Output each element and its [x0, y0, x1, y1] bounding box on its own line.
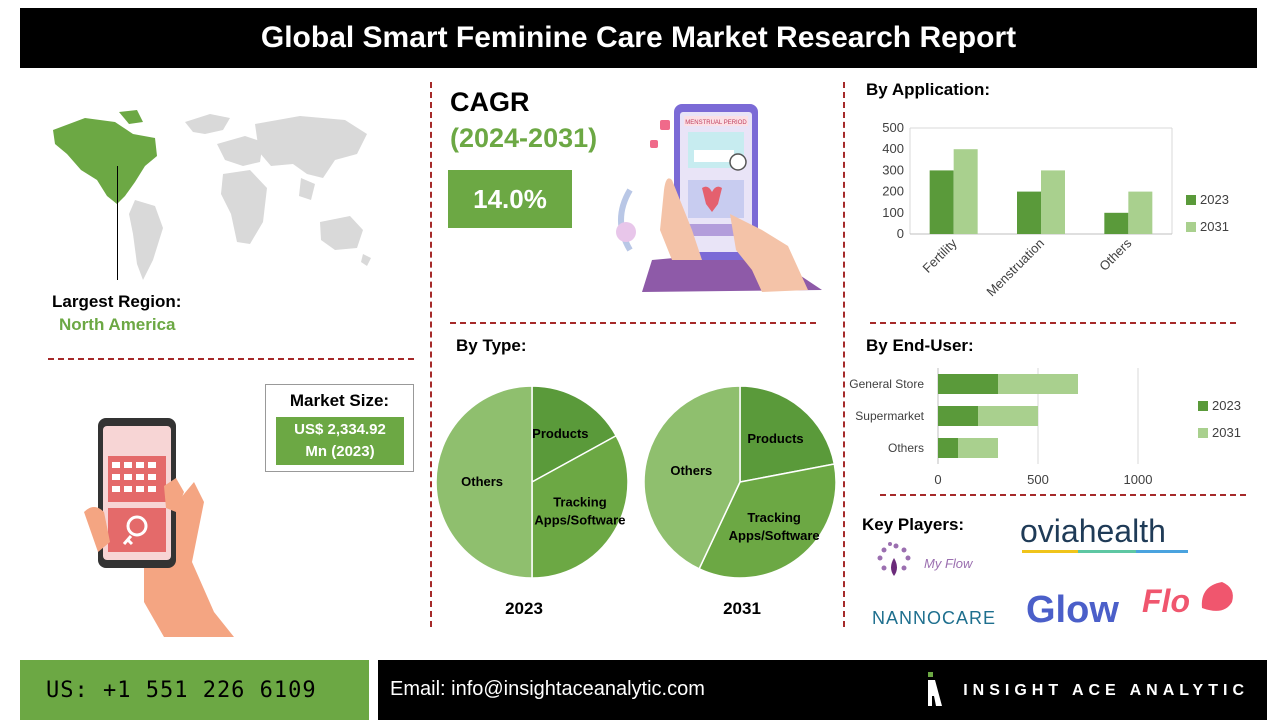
pie-slice-products — [531, 385, 618, 484]
market-size-value: US$ 2,334.92 Mn (2023) — [276, 417, 404, 465]
legend-label: 2031 — [1200, 219, 1229, 234]
by-type-charts: Products Tracking Apps/Software Others 2023 P… — [435, 385, 837, 618]
y-tick-label: Supermarket — [855, 409, 924, 423]
oviahealth-logo-text: oviahealth — [1020, 513, 1166, 549]
x-tick-label: 1000 — [1124, 472, 1153, 487]
x-tick-label: Fertility — [920, 235, 961, 276]
y-tick-label: Others — [888, 441, 924, 455]
key-players-title: Key Players: — [862, 515, 965, 534]
cagr-value: 14.0% — [448, 170, 572, 228]
legend-label: 2031 — [1212, 425, 1241, 440]
flo-logo-text: Flo — [1142, 583, 1190, 619]
largest-region-label: Largest Region: — [52, 292, 182, 311]
bar-2031-fertility — [953, 149, 978, 234]
footer-phone: US: +1 551 226 6109 — [20, 660, 369, 720]
pie-year-label: 2031 — [723, 599, 761, 618]
divider — [48, 358, 414, 360]
y-tick-label: 400 — [882, 141, 904, 156]
pie-label: Tracking Apps/Software — [729, 510, 820, 543]
y-tick-label: 300 — [882, 162, 904, 177]
footer-brand: INSIGHT ACE ANALYTIC — [963, 682, 1249, 699]
market-size-year: Mn (2023) — [305, 443, 375, 460]
by-end-user-chart: 0 500 1000 General Store Supermarket Others 20… — [849, 368, 1241, 487]
bar-2023-supermarket — [938, 406, 978, 426]
y-tick-label: General Store — [849, 377, 924, 391]
pie-slice-tracking-apps-software — [531, 434, 629, 579]
largest-region-value: North America — [59, 315, 176, 334]
bar-2023-others — [1104, 212, 1129, 234]
pie-label: Products — [747, 431, 803, 446]
y-tick-label: 100 — [882, 205, 904, 220]
pie-label: Tracking Apps/Software — [534, 494, 625, 527]
pie-label: Others — [461, 474, 503, 489]
divider — [870, 322, 1236, 324]
divider — [880, 494, 1246, 496]
report-title: Global Smart Feminine Care Market Resear… — [20, 8, 1257, 68]
bar-2023-general-store — [938, 374, 998, 394]
y-tick-label: 200 — [882, 184, 904, 199]
glow-logo-text: Glow — [1026, 589, 1119, 631]
market-size-label: Market Size: — [289, 391, 390, 410]
by-type-title: By Type: — [456, 336, 527, 355]
pie-label: Others — [670, 463, 712, 478]
legend-swatch — [1198, 428, 1208, 438]
cagr-years: (2024-2031) — [450, 123, 598, 153]
legend-swatch — [1186, 195, 1196, 205]
bar-2031-menstruation — [1041, 170, 1065, 234]
x-tick-label: Others — [1096, 235, 1135, 274]
bar-2023-menstruation — [1017, 191, 1041, 234]
region-pointer-line — [117, 166, 118, 280]
myflow-logo-text: My Flow — [924, 556, 974, 571]
footer-email: Email: info@insightaceanalytic.com — [390, 678, 705, 700]
pie-slice-others — [643, 385, 741, 570]
flo-logo: Flo — [1142, 582, 1233, 619]
y-tick-label: 500 — [882, 120, 904, 135]
myflow-logo: My Flow — [877, 542, 974, 576]
divider — [450, 322, 816, 324]
bar-2023-fertility — [929, 170, 954, 234]
divider — [430, 82, 432, 627]
pie-year-label: 2023 — [505, 599, 543, 618]
phone-hand-illustration — [84, 418, 234, 637]
legend-swatch — [1198, 401, 1208, 411]
period-app-illustration: MENSTRUAL PERIOD — [616, 104, 822, 292]
pie-slice-others — [435, 385, 533, 579]
legend-swatch — [1186, 222, 1196, 232]
by-application-chart: 0 100 200 300 400 500 Fertility Menstruation Oth… — [882, 120, 1229, 300]
market-size-amount: US$ 2,334.92 — [294, 421, 386, 438]
cagr-label: CAGR — [450, 87, 530, 117]
bar-2031-supermarket — [978, 406, 1038, 426]
pie-label: Products — [532, 426, 588, 441]
brand-logo-icon — [928, 672, 942, 706]
y-tick-label: 0 — [897, 226, 904, 241]
bar-2023-others — [938, 438, 958, 458]
legend-label: 2023 — [1212, 398, 1241, 413]
bar-2031-others — [958, 438, 998, 458]
divider — [843, 82, 845, 627]
bar-2031-general-store — [998, 374, 1078, 394]
footer-bar: Email: info@insightaceanalytic.com INSIG… — [378, 660, 1267, 720]
pie-slice-products — [739, 385, 836, 483]
bar-2031-others — [1128, 191, 1153, 234]
glow-logo: Glow — [1026, 589, 1119, 631]
by-application-title: By Application: — [866, 80, 991, 99]
by-end-user-title: By End-User: — [866, 336, 974, 355]
phone-screen-text: MENSTRUAL PERIOD — [685, 120, 747, 126]
legend-label: 2023 — [1200, 192, 1229, 207]
x-tick-label: Menstruation — [983, 236, 1047, 300]
oviahealth-logo: oviahealth — [1020, 513, 1188, 553]
world-map — [53, 110, 371, 280]
x-tick-label: 0 — [934, 472, 941, 487]
pie-slice-tracking-apps-software — [698, 463, 837, 579]
nannocare-logo-text: NANNOCARE — [872, 608, 996, 628]
x-tick-label: 500 — [1027, 472, 1049, 487]
north-america-highlight — [53, 118, 157, 204]
market-size-box: Market Size: US$ 2,334.92 Mn (2023) — [265, 384, 414, 472]
nannocare-logo: NANNOCARE — [872, 608, 996, 628]
